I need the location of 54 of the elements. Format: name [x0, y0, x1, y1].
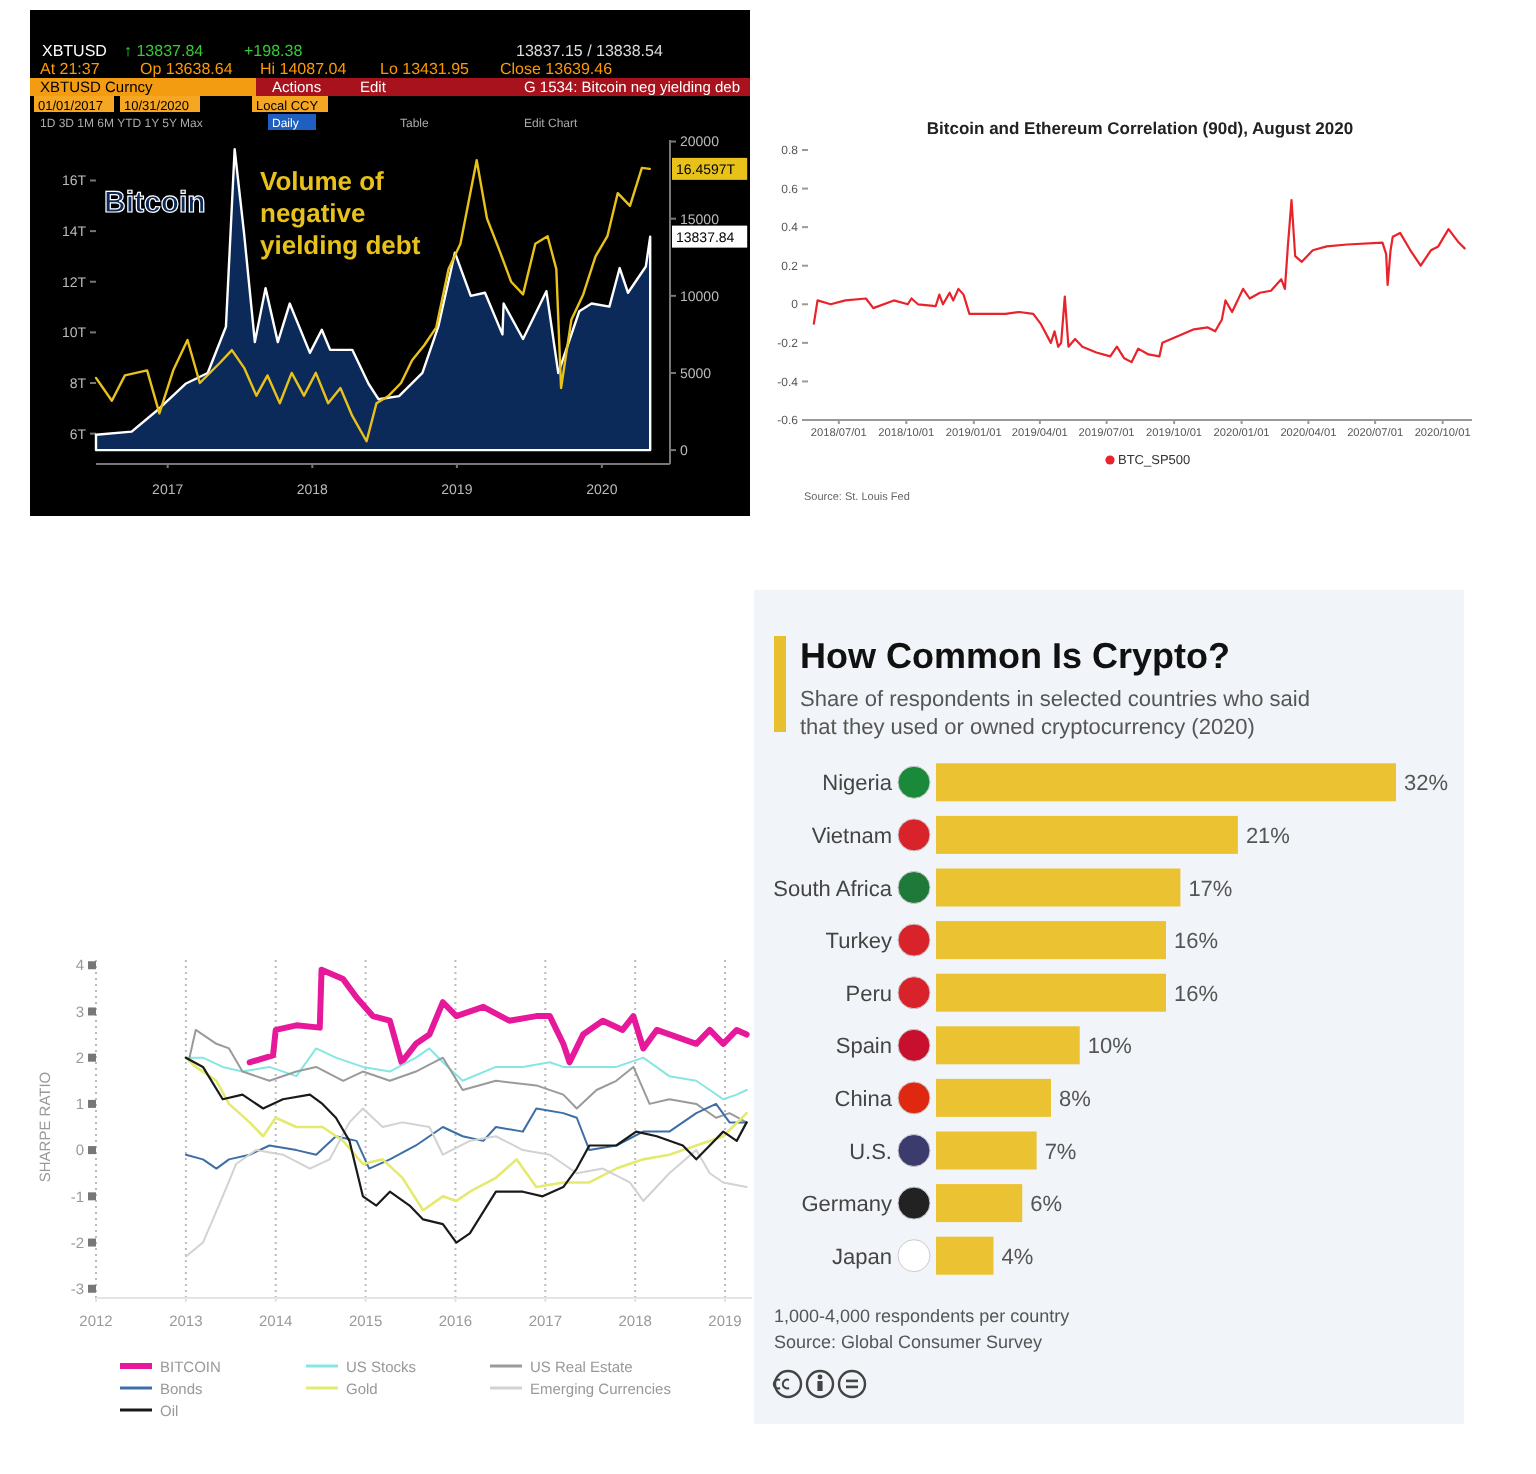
- bar: [936, 973, 1166, 1012]
- line-series: [184, 1056, 748, 1244]
- text: 13837.15 / 13838.54: [516, 42, 664, 60]
- text: ↑ 13837.84: [124, 42, 205, 60]
- bar: [936, 763, 1396, 802]
- line-series: [184, 1107, 748, 1258]
- bar: [936, 1131, 1037, 1170]
- line-series: [184, 1102, 748, 1170]
- bar: [936, 815, 1238, 854]
- chart-title: How Common Is Crypto?: [800, 636, 1230, 676]
- data-label: 8%: [1059, 1087, 1092, 1112]
- line-series: [188, 1028, 748, 1124]
- data-label: 6%: [1030, 1193, 1063, 1218]
- series-label: Bitcoin: [104, 186, 206, 220]
- text: Lo 13431.95: [380, 60, 471, 78]
- text: XBTUSD: [42, 42, 108, 60]
- y-tick-label: Germany: [801, 1193, 893, 1218]
- data-label: 16%: [1174, 982, 1219, 1007]
- text: Op 13638.64: [140, 60, 234, 78]
- text: +198.38: [244, 42, 304, 60]
- bar: [936, 921, 1166, 960]
- line-series: [812, 199, 1466, 364]
- y-tick-label: Vietnam: [811, 824, 892, 849]
- y-tick-label: U.S.: [849, 1140, 892, 1165]
- bar: [936, 1026, 1080, 1065]
- series-label: Volume of negative yielding debt: [260, 166, 422, 260]
- chart-subtitle: Share of respondents in selected countries who said that they used or owned cryptocurrency (2020): [800, 688, 1310, 740]
- bar: [936, 1184, 1023, 1223]
- y-tick-label: Spain: [835, 1035, 892, 1060]
- bar: [936, 868, 1181, 907]
- data-label: 21%: [1245, 824, 1291, 849]
- y-tick-label: Peru: [845, 982, 892, 1007]
- data-label: 7%: [1044, 1140, 1077, 1165]
- data-label: 17%: [1188, 877, 1233, 902]
- y-tick-label: China: [834, 1087, 894, 1112]
- data-label: 4%: [1001, 1245, 1034, 1270]
- y-tick-label: Nigeria: [822, 772, 894, 797]
- text: At 21:37: [40, 60, 101, 78]
- text: 1,000-4,000 respondents per country: [774, 1306, 1071, 1326]
- source-note: Source: Global Consumer Survey: [774, 1332, 1044, 1352]
- bar: [936, 1078, 1051, 1117]
- bar: [936, 1236, 994, 1275]
- line-series: [246, 966, 750, 1066]
- data-label: 32%: [1404, 772, 1449, 797]
- text: Hi 14087.04: [260, 60, 348, 78]
- data-label: 10%: [1087, 1035, 1133, 1060]
- line-series: [184, 1056, 748, 1212]
- data-label: 16%: [1174, 930, 1219, 955]
- text: Close 13639.46: [500, 60, 614, 78]
- y-tick-label: South Africa: [773, 877, 894, 902]
- y-tick-label: Turkey: [825, 930, 893, 955]
- chart-title: Bitcoin and Ethereum Correlation (90d), August 2020: [926, 118, 1354, 138]
- y-tick-label: Japan: [832, 1245, 892, 1270]
- line-series: [184, 1047, 748, 1101]
